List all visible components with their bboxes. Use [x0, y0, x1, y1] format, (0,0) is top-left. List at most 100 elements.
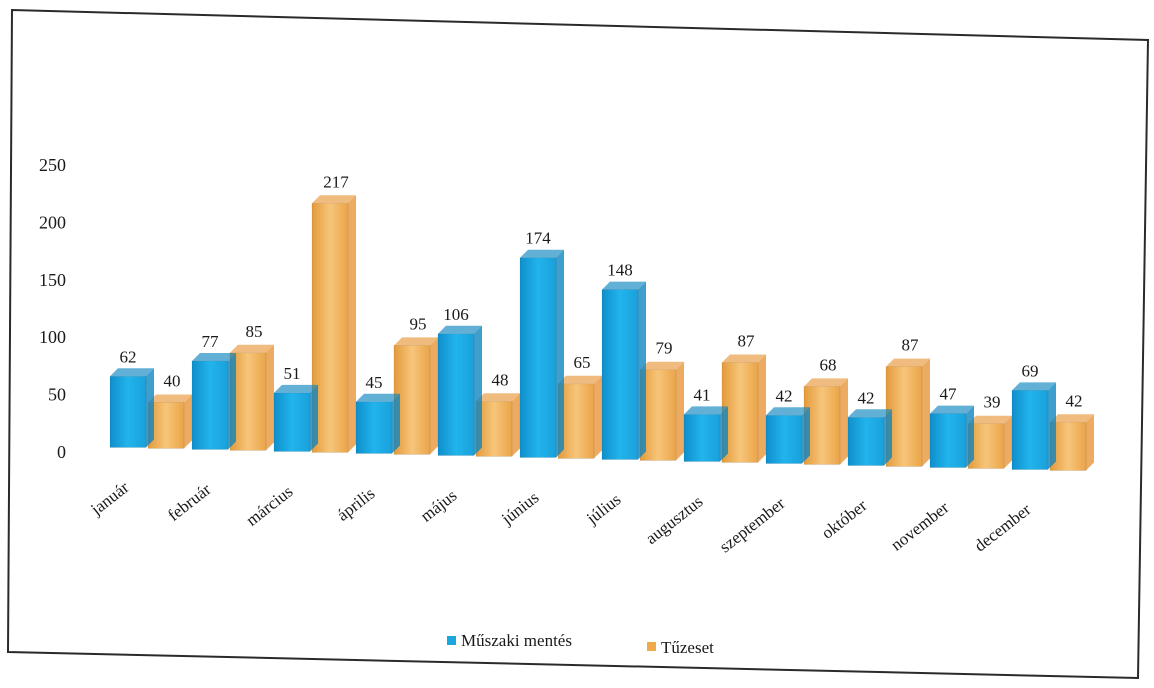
data-label-muszaki: 42	[858, 388, 875, 407]
x-tick-label: július	[582, 490, 624, 529]
x-tick-label: május	[417, 486, 461, 526]
bar-muszaki	[355, 401, 393, 454]
bar-muszaki-side	[310, 384, 318, 452]
x-tick-label: október	[818, 496, 871, 543]
legend: Műszaki mentés Tűzeset	[447, 631, 714, 657]
data-label-muszaki: 69	[1022, 361, 1039, 380]
legend-swatch-muszaki	[447, 636, 456, 645]
bar-muszaki-side	[720, 406, 728, 462]
bar-tuzeset-side	[922, 358, 930, 467]
bar-tuzeset-top	[640, 361, 684, 370]
data-label-tuzeset: 65	[574, 353, 591, 372]
y-tick-label: 0	[57, 442, 66, 462]
bar-tuzeset-top	[886, 358, 930, 367]
legend-label-tuzeset: Tűzeset	[661, 638, 714, 657]
data-label-muszaki: 174	[525, 229, 551, 248]
data-label-muszaki: 45	[366, 373, 383, 392]
data-label-muszaki: 148	[607, 261, 633, 280]
y-tick-label: 250	[39, 155, 66, 175]
data-label-tuzeset: 40	[164, 371, 181, 390]
x-tick-label: február	[164, 479, 215, 524]
bar-tuzeset-top	[1050, 414, 1094, 423]
bar-muszaki-top	[602, 281, 646, 290]
bar-muszaki-side	[392, 393, 400, 454]
bar-tuzeset-side	[676, 361, 684, 461]
bar-tuzeset-side	[1086, 414, 1094, 471]
bar-muszaki	[273, 392, 311, 452]
data-label-tuzeset: 39	[984, 393, 1001, 412]
legend-swatch-tuzeset	[647, 642, 656, 651]
data-label-muszaki: 42	[776, 386, 793, 405]
x-tick-label: augusztus	[642, 492, 707, 548]
bar-tuzeset-side	[266, 344, 274, 451]
bar-muszaki-side	[228, 353, 236, 450]
bar-muszaki-top	[684, 406, 728, 415]
bar-muszaki-top	[356, 393, 400, 402]
bar-muszaki	[519, 257, 557, 458]
x-tick-label: november	[887, 498, 953, 555]
bar-muszaki-top	[192, 353, 236, 362]
bar-tuzeset-top	[148, 394, 192, 403]
bar-tuzeset-top	[312, 195, 356, 204]
data-label-muszaki: 77	[202, 332, 220, 351]
data-label-tuzeset: 95	[410, 314, 427, 333]
x-tick-label: szeptember	[716, 494, 789, 557]
x-tick-label: december	[971, 500, 1035, 556]
data-label-tuzeset: 42	[1066, 391, 1083, 410]
bar-tuzeset-side	[184, 394, 192, 449]
bar-muszaki	[191, 360, 229, 450]
bar-muszaki-top	[274, 384, 318, 393]
y-tick-label: 50	[48, 385, 66, 405]
x-tick-label: január	[86, 477, 132, 519]
legend-label-muszaki: Műszaki mentés	[461, 631, 572, 650]
bar-muszaki-side	[556, 249, 564, 458]
bar-muszaki	[765, 414, 803, 464]
bar-muszaki-top	[1012, 382, 1056, 391]
bar-tuzeset-side	[348, 195, 356, 453]
bar-tuzeset-top	[230, 344, 274, 353]
bar-muszaki	[437, 333, 475, 456]
bar-muszaki-top	[110, 368, 154, 377]
bar-tuzeset-side	[512, 393, 520, 457]
bar-muszaki	[929, 413, 967, 468]
bar-tuzeset-top	[558, 375, 602, 384]
data-label-tuzeset: 68	[820, 355, 837, 374]
x-tick-label: június	[497, 488, 542, 529]
bar-tuzeset-side	[758, 354, 766, 463]
bar-muszaki	[601, 289, 639, 460]
data-label-tuzeset: 87	[738, 332, 756, 351]
bar-muszaki-side	[802, 407, 810, 464]
y-tick-label: 100	[39, 327, 66, 347]
y-tick-label: 200	[39, 212, 66, 232]
data-label-muszaki: 47	[940, 385, 958, 404]
bar-tuzeset-top	[722, 354, 766, 363]
bar-muszaki-side	[146, 368, 154, 448]
bar-muszaki-top	[848, 409, 892, 418]
bar-muszaki-side	[474, 325, 482, 456]
x-tick-label: április	[333, 484, 378, 525]
bar-muszaki	[683, 414, 721, 462]
chart-border	[6, 8, 1150, 680]
bar-tuzeset-side	[430, 337, 438, 455]
data-label-muszaki: 51	[284, 364, 301, 383]
data-label-tuzeset: 48	[492, 370, 509, 389]
bar-tuzeset-side	[594, 375, 602, 459]
bar-muszaki-top	[766, 407, 810, 416]
bar-muszaki	[109, 375, 147, 448]
bar-muszaki-side	[1048, 382, 1056, 470]
bar-muszaki-top	[520, 249, 564, 258]
data-label-tuzeset: 79	[656, 339, 673, 358]
data-label-muszaki: 106	[443, 305, 469, 324]
data-label-tuzeset: 87	[902, 336, 920, 355]
bar-muszaki-side	[966, 405, 974, 468]
bar-muszaki-top	[438, 325, 482, 334]
data-label-muszaki: 62	[120, 347, 137, 366]
x-tick-label: március	[242, 482, 296, 530]
bar-tuzeset-top	[804, 378, 848, 387]
data-label-muszaki: 41	[694, 385, 711, 404]
bar-tuzeset-top	[394, 337, 438, 346]
bar-muszaki	[1011, 390, 1049, 470]
bar-muszaki	[847, 417, 885, 466]
